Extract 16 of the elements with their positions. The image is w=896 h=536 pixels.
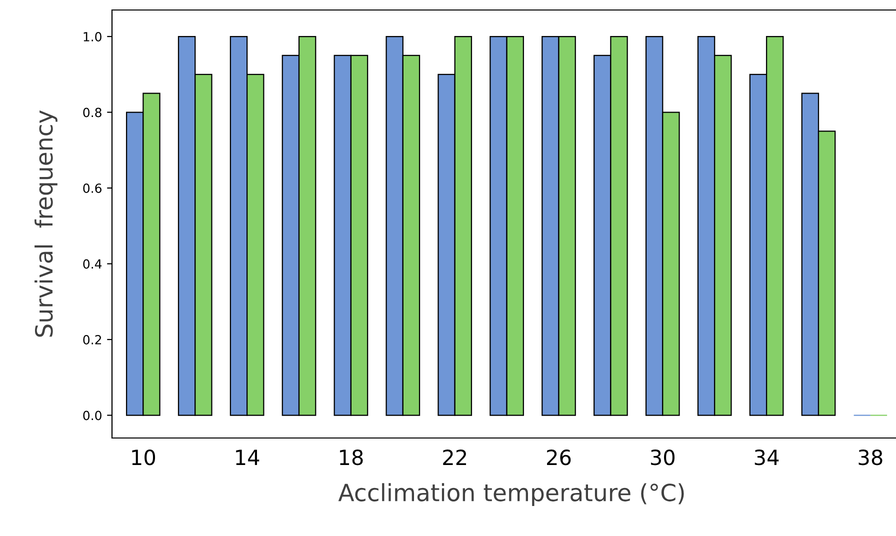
x-tick-label: 18	[340, 449, 363, 466]
y-tick-label: 0.2	[83, 334, 102, 344]
x-tick-label: 34	[754, 449, 779, 466]
y-tick-label: 1.0	[84, 32, 102, 42]
y-tick-label: 0.6	[83, 183, 102, 193]
x-axis-title: Acclimation temperature (°C)	[338, 483, 684, 506]
x-tick-label: 14	[236, 450, 260, 465]
y-tick-label: 0.8	[83, 108, 102, 118]
x-tick-label: 38	[858, 449, 882, 466]
y-axis-title: Survival frequency	[34, 110, 58, 337]
y-tick-label: 0.0	[83, 410, 102, 420]
x-tick-label: 30	[650, 449, 675, 466]
x-tick-label: 26	[547, 449, 571, 466]
x-tick-label: 22	[443, 449, 466, 465]
y-tick-label: 0.4	[83, 259, 102, 269]
x-tick-label: 10	[132, 449, 156, 466]
